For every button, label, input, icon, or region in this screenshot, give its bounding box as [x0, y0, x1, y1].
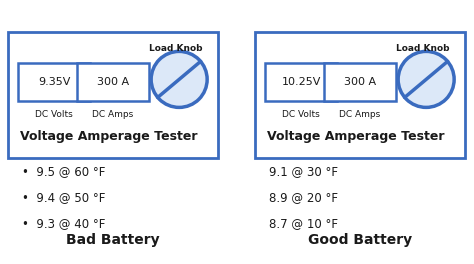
Text: Load Knob: Load Knob [149, 44, 203, 53]
Text: DC Volts: DC Volts [283, 110, 320, 119]
Text: Voltage Amperage Tester: Voltage Amperage Tester [267, 130, 445, 143]
Text: Good Battery: Good Battery [308, 233, 412, 247]
Bar [8, 32, 218, 158]
Text: 9.35V: 9.35V [38, 77, 70, 87]
Text: Voltage Amperage Tester: Voltage Amperage Tester [20, 130, 198, 143]
Text: •  9.3 @ 40 °F: • 9.3 @ 40 °F [22, 218, 105, 230]
Bar [324, 63, 396, 101]
Text: DC Amps: DC Amps [92, 110, 134, 119]
Bar [255, 32, 465, 158]
Text: 8.9 @ 20 °F: 8.9 @ 20 °F [269, 191, 338, 205]
Circle shape [398, 51, 454, 107]
Text: 300 A: 300 A [97, 77, 129, 87]
Circle shape [151, 51, 207, 107]
Text: 300 A: 300 A [344, 77, 376, 87]
Text: Load Knob: Load Knob [396, 44, 450, 53]
Text: Bad Battery: Bad Battery [66, 233, 160, 247]
Text: 9.1 @ 30 °F: 9.1 @ 30 °F [269, 166, 338, 178]
Text: 8.7 @ 10 °F: 8.7 @ 10 °F [269, 218, 338, 230]
Text: 10.25V: 10.25V [282, 77, 321, 87]
Text: DC Amps: DC Amps [339, 110, 381, 119]
Text: •  9.4 @ 50 °F: • 9.4 @ 50 °F [22, 191, 105, 205]
Bar [18, 63, 90, 101]
Text: DC Volts: DC Volts [36, 110, 73, 119]
Text: •  9.5 @ 60 °F: • 9.5 @ 60 °F [22, 166, 105, 178]
Bar [77, 63, 149, 101]
Bar [265, 63, 337, 101]
